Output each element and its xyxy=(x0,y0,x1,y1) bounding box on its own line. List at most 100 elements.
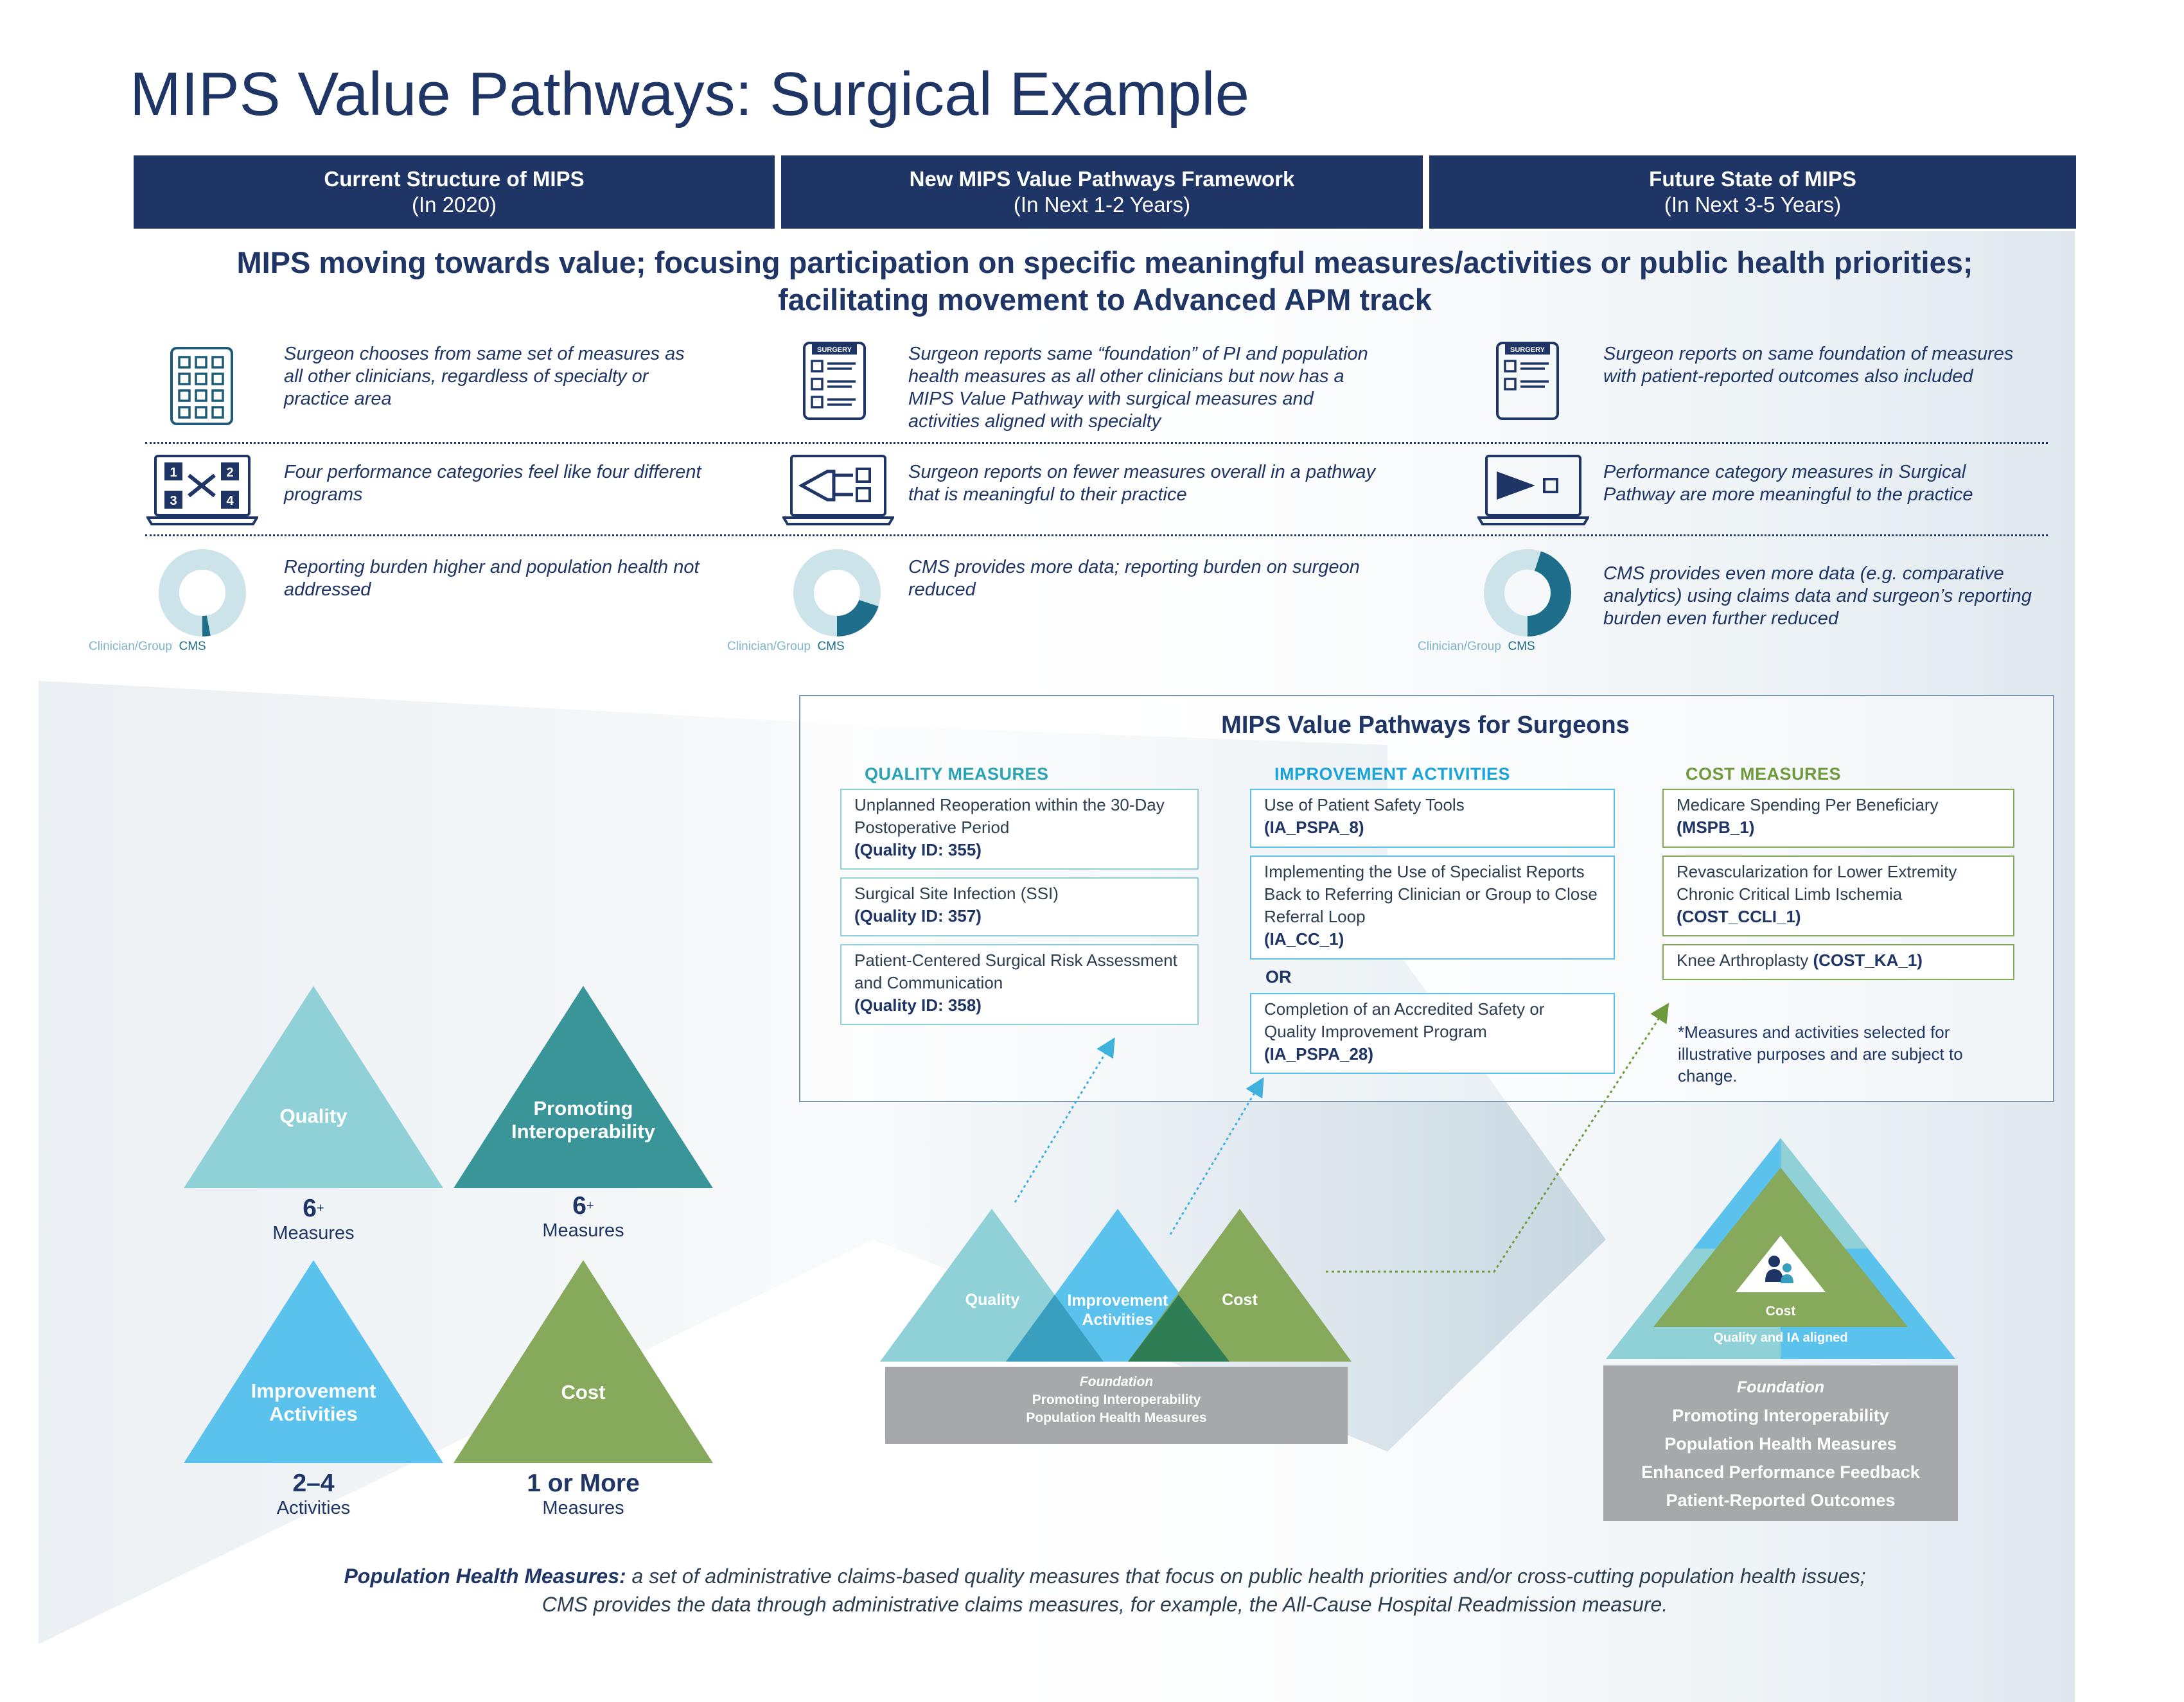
count-sup: + xyxy=(586,1198,594,1213)
connector-quality xyxy=(1014,1037,1115,1203)
measure-name: Knee Arthroplasty xyxy=(1677,951,1809,970)
svg-text:SURGERY: SURGERY xyxy=(1510,346,1546,354)
panel-title: MIPS Value Pathways for Surgeons xyxy=(1221,712,1630,739)
donut-label-clinician: Clinician/Group xyxy=(1418,640,1501,653)
column-subheading: (In Next 3-5 Years) xyxy=(1664,193,1842,216)
cost-triangle-label: Cost xyxy=(561,1381,606,1403)
activity-name: Use of Patient Safety Tools xyxy=(1264,795,1465,814)
row2-text-future: Performance category measures in Surgica… xyxy=(1603,462,1973,505)
count-unit: Measures xyxy=(542,1498,624,1518)
column-subheading: (In Next 1-2 Years) xyxy=(1013,193,1191,216)
count-unit: Activities xyxy=(276,1498,351,1518)
quality-triangle xyxy=(184,986,443,1188)
cost-measure-item: Knee Arthroplasty (COST_KA_1) xyxy=(1662,944,2014,980)
measure-name: Patient-Centered Surgical Risk Assessmen… xyxy=(854,951,1177,992)
count-value: 6 xyxy=(572,1192,586,1220)
measure-id: (COST_KA_1) xyxy=(1813,951,1923,970)
label-line: Activities xyxy=(1082,1311,1154,1329)
interoperability-count: 6+ Measures xyxy=(519,1192,647,1241)
quality-measures-heading: QUALITY MEASURES xyxy=(865,764,1049,784)
disclaimer-note: *Measures and activities selected for il… xyxy=(1678,1022,1963,1085)
cms-share-wedge xyxy=(202,615,211,636)
improvement-activities-heading: IMPROVEMENT ACTIVITIES xyxy=(1274,764,1511,784)
page-title: MIPS Value Pathways: Surgical Example xyxy=(130,60,1249,128)
mvp-quality-label: Quality xyxy=(965,1291,1020,1309)
measure-id: (Quality ID: 357) xyxy=(854,906,982,926)
overlap-quality-ia xyxy=(1006,1295,1104,1362)
measure-id: (MSPB_1) xyxy=(1677,818,1755,837)
svg-text:3: 3 xyxy=(170,494,177,508)
fewer-measures-laptop-icon xyxy=(782,455,894,525)
count-value: 6 xyxy=(303,1195,317,1222)
donut-label-cms: CMS xyxy=(179,640,206,653)
cms-share-wedge xyxy=(837,600,879,636)
footnote: Population Health Measures: a set of adm… xyxy=(128,1562,2081,1619)
interoperability-triangle-label: Promoting Interoperability xyxy=(487,1097,680,1143)
activity-id: (IA_PSPA_28) xyxy=(1264,1044,1374,1064)
burden-donut-chart xyxy=(159,549,246,636)
measures-grid-icon xyxy=(170,347,233,425)
footnote-term: Population Health Measures: xyxy=(344,1565,626,1588)
mvp-foundation-box: Foundation Promoting Interoperability Po… xyxy=(885,1367,1348,1444)
activity-name: Completion of an Accredited Safety or Qu… xyxy=(1264,999,1545,1041)
quality-count: 6+ Measures xyxy=(249,1195,378,1244)
activity-id: (IA_PSPA_8) xyxy=(1264,818,1364,837)
row3-text-future: CMS provides even more data (e.g. compar… xyxy=(1603,563,2032,629)
count-unit: Measures xyxy=(272,1223,355,1243)
quality-triangle-label: Quality xyxy=(279,1105,348,1127)
column-header-current: Current Structure of MIPS (In 2020) xyxy=(134,155,775,229)
column-header-new: New MIPS Value Pathways Framework (In Ne… xyxy=(781,155,1423,229)
subtitle: MIPS moving towards value; focusing part… xyxy=(128,244,2081,319)
quality-measure-item: Surgical Site Infection (SSI) (Quality I… xyxy=(840,877,1199,936)
label-line: Promoting xyxy=(533,1097,633,1119)
ia-count: 2–4 Activities xyxy=(249,1470,378,1519)
cost-measure-item: Medicare Spending Per Beneficiary (MSPB_… xyxy=(1662,789,2014,848)
surgery-checklist-icon: SURGERY xyxy=(803,342,866,420)
count-value: 2–4 xyxy=(292,1470,335,1497)
row1-text-future: Surgeon reports on same foundation of me… xyxy=(1603,344,2014,387)
measure-id: (COST_CCLI_1) xyxy=(1677,907,1801,926)
footnote-line: CMS provides the data through administra… xyxy=(542,1593,1668,1616)
divider xyxy=(145,442,2048,444)
label-line: Improvement xyxy=(251,1380,376,1402)
burden-donut-chart xyxy=(793,549,881,636)
row3-text-new: CMS provides more data; reporting burden… xyxy=(908,557,1360,600)
donut-legend: Clinician/Group CMS xyxy=(1418,640,1535,654)
label-line: Interoperability xyxy=(511,1120,655,1143)
cost-measures-heading: COST MEASURES xyxy=(1686,764,1842,784)
row1-text-current: Surgeon chooses from same set of measure… xyxy=(284,344,685,409)
donut-label-clinician: Clinician/Group xyxy=(727,640,811,653)
label-line: Activities xyxy=(269,1403,358,1425)
donut-label-cms: CMS xyxy=(1508,640,1535,653)
future-cost-label: Cost xyxy=(1765,1304,1796,1319)
column-heading: Current Structure of MIPS xyxy=(324,167,585,191)
footnote-definition: a set of administrative claims-based qua… xyxy=(626,1565,1866,1588)
cost-measure-item: Revascularization for Lower Extremity Ch… xyxy=(1662,855,2014,936)
quality-measure-item: Unplanned Reoperation within the 30-Day … xyxy=(840,789,1199,870)
donut-legend: Clinician/Group CMS xyxy=(89,640,206,654)
row2-text-current: Four performance categories feel like fo… xyxy=(284,462,701,505)
foundation-title: Foundation xyxy=(1079,1374,1154,1389)
donut-label-clinician: Clinician/Group xyxy=(89,640,172,653)
foundation-item: Promoting Interoperability xyxy=(1032,1392,1201,1407)
activity-name: Implementing the Use of Specialist Repor… xyxy=(1264,862,1598,926)
burden-donut-chart xyxy=(1484,549,1571,636)
column-subheading: (In 2020) xyxy=(411,193,497,216)
improvement-activity-item: Implementing the Use of Specialist Repor… xyxy=(1250,855,1615,960)
mvp-cost-label: Cost xyxy=(1222,1291,1258,1309)
improvement-activity-item: Completion of an Accredited Safety or Qu… xyxy=(1250,993,1615,1074)
interoperability-triangle xyxy=(454,986,713,1188)
patient-care-icon xyxy=(1765,1256,1793,1283)
or-label: OR xyxy=(1265,967,1292,987)
cost-triangle xyxy=(454,1260,713,1463)
count-unit: Measures xyxy=(542,1220,624,1241)
measure-id: (Quality ID: 358) xyxy=(854,996,982,1015)
svg-text:SURGERY: SURGERY xyxy=(817,346,852,354)
cms-share-wedge xyxy=(1528,551,1571,636)
foundation-item: Promoting Interoperability xyxy=(1672,1406,1889,1425)
focused-measures-laptop-icon xyxy=(1477,455,1589,525)
